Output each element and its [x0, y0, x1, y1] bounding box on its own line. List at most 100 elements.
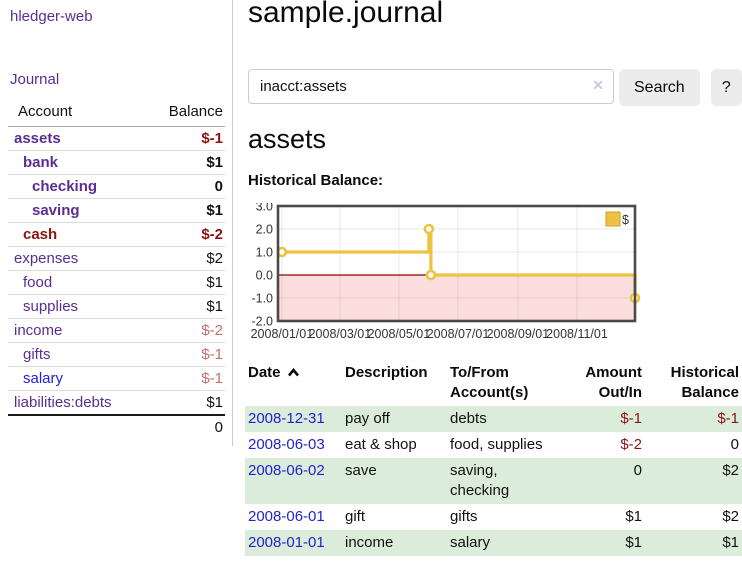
account-balance: $-2 — [141, 318, 225, 343]
account-balance: $-1 — [141, 342, 225, 367]
svg-text:2008/03/01: 2008/03/01 — [309, 327, 372, 341]
accounts-header-account: Account — [8, 100, 142, 127]
transaction-amount: 0 — [633, 462, 642, 479]
register-header-description: Description — [345, 364, 428, 381]
svg-text:2008/07/01: 2008/07/01 — [427, 327, 490, 341]
account-row: food $1 — [8, 270, 225, 295]
search-button[interactable]: Search — [619, 69, 700, 106]
account-row: liabilities:debts $1 — [8, 390, 225, 415]
account-row: saving $1 — [8, 198, 225, 223]
account-balance: $1 — [141, 150, 225, 175]
accounts-table: Account Balance assets $-1 bank $1 checking 0… — [8, 100, 225, 439]
transaction-accounts: food, supplies — [450, 436, 543, 453]
account-link-salary[interactable]: salary — [23, 370, 64, 387]
account-link-assets[interactable]: assets — [14, 130, 61, 147]
account-link-saving[interactable]: saving — [32, 202, 80, 219]
svg-text:2008/11/01: 2008/11/01 — [546, 327, 608, 341]
historical-balance-chart: 3.0 2.0 1.0 0.0 -1.0 -2.02008/01/012008/03/01… — [251, 203, 641, 341]
clear-search-icon[interactable]: ✕ — [592, 77, 604, 93]
account-link-liabilities-debts[interactable]: liabilities:debts — [14, 394, 112, 411]
transaction-accounts: debts — [450, 410, 487, 427]
transaction-accounts: gifts — [450, 508, 478, 525]
transaction-accounts: saving, checking — [450, 462, 510, 499]
register-table: Date Description To/From Account(s) Amou… — [245, 360, 742, 556]
account-row: checking 0 — [8, 174, 225, 199]
account-balance: $2 — [141, 246, 225, 271]
accounts-header-balance: Balance — [141, 100, 225, 127]
account-link-bank[interactable]: bank — [23, 154, 59, 171]
accounts-header-row: Account Balance — [8, 100, 225, 127]
accounts-total-spacer — [8, 414, 142, 439]
svg-text:1.0: 1.0 — [256, 246, 273, 260]
transaction-balance: $1 — [722, 534, 739, 551]
transaction-date-link[interactable]: 2008-06-02 — [248, 462, 325, 479]
transaction-date-link[interactable]: 2008-06-01 — [248, 508, 325, 525]
search-input[interactable] — [248, 69, 614, 104]
transaction-date-link[interactable]: 2008-12-31 — [248, 410, 325, 427]
transaction-balance: $-1 — [717, 410, 739, 427]
search-form: ✕ Search ? — [248, 69, 742, 106]
page-title: sample.journal — [248, 0, 444, 29]
svg-text:0.0: 0.0 — [256, 269, 273, 283]
account-link-gifts[interactable]: gifts — [23, 346, 51, 363]
transaction-description: income — [345, 534, 394, 551]
transaction-amount: $1 — [625, 508, 642, 525]
accounts-total-value: 0 — [141, 414, 225, 439]
svg-text:3.0: 3.0 — [256, 203, 273, 214]
account-balance: $1 — [141, 390, 225, 415]
search-box: ✕ — [248, 69, 614, 104]
main-content: sample.journal ✕ Search ? assets Histori… — [245, 0, 742, 582]
transaction-amount: $1 — [625, 534, 642, 551]
sort-ascending-icon — [287, 367, 299, 377]
brand-link[interactable]: hledger-web — [10, 8, 93, 25]
transaction-row: 2008-01-01 income salary $1 $1 — [245, 530, 742, 556]
account-row: gifts $-1 — [8, 342, 225, 367]
account-row: income $-2 — [8, 318, 225, 343]
transaction-row: 2008-12-31 pay off debts $-1 $-1 — [245, 406, 742, 432]
accounts-total-row: 0 — [8, 414, 225, 439]
svg-text:2008/05/01: 2008/05/01 — [368, 327, 431, 341]
sidebar-item-journal[interactable]: Journal — [10, 71, 60, 88]
account-link-checking[interactable]: checking — [32, 178, 98, 195]
help-button[interactable]: ? — [710, 69, 742, 106]
transaction-description: eat & shop — [345, 436, 417, 453]
account-row: salary $-1 — [8, 366, 225, 391]
account-balance: $-2 — [141, 222, 225, 247]
svg-text:2008/09/01: 2008/09/01 — [487, 327, 550, 341]
account-link-income[interactable]: income — [14, 322, 63, 339]
register-header-date-label: Date — [248, 364, 281, 381]
transaction-balance: 0 — [730, 436, 739, 453]
transaction-row: 2008-06-01 gift gifts $1 $2 — [245, 504, 742, 530]
account-heading: assets — [248, 124, 327, 154]
svg-text:-1.0: -1.0 — [251, 292, 273, 306]
account-balance: $-1 — [201, 130, 223, 147]
transaction-accounts: salary — [450, 534, 491, 551]
transaction-date-link[interactable]: 2008-01-01 — [248, 534, 325, 551]
transaction-description: pay off — [345, 410, 390, 427]
account-link-expenses[interactable]: expenses — [14, 250, 79, 267]
register-header-accounts: To/From Account(s) — [450, 364, 529, 401]
transaction-description: gift — [345, 508, 366, 525]
account-row: supplies $1 — [8, 294, 225, 319]
account-row: assets $-1 — [8, 127, 225, 151]
account-balance: $1 — [141, 294, 225, 319]
register-header-row: Date Description To/From Account(s) Amou… — [245, 360, 742, 406]
account-link-food[interactable]: food — [23, 274, 53, 291]
svg-text:$: $ — [622, 213, 629, 227]
account-balance: $1 — [141, 270, 225, 295]
transaction-description: save — [345, 462, 377, 479]
register-header-amount: Amount Out/In — [585, 364, 642, 401]
transaction-row: 2008-06-03 eat & shop food, supplies $-2 0 — [245, 432, 742, 458]
transaction-date-link[interactable]: 2008-06-03 — [248, 436, 325, 453]
register-header-date[interactable]: Date — [245, 360, 342, 406]
account-link-cash[interactable]: cash — [23, 226, 58, 243]
account-row: bank $1 — [8, 150, 225, 175]
account-link-supplies[interactable]: supplies — [23, 298, 79, 315]
svg-text:-2.0: -2.0 — [251, 315, 273, 329]
account-row: cash $-2 — [8, 222, 225, 247]
account-balance: $1 — [141, 198, 225, 223]
transaction-amount: $-2 — [620, 436, 642, 453]
account-balance: $-1 — [141, 366, 225, 391]
account-balance: 0 — [141, 174, 225, 199]
register-header-balance: Historical Balance — [670, 364, 739, 401]
